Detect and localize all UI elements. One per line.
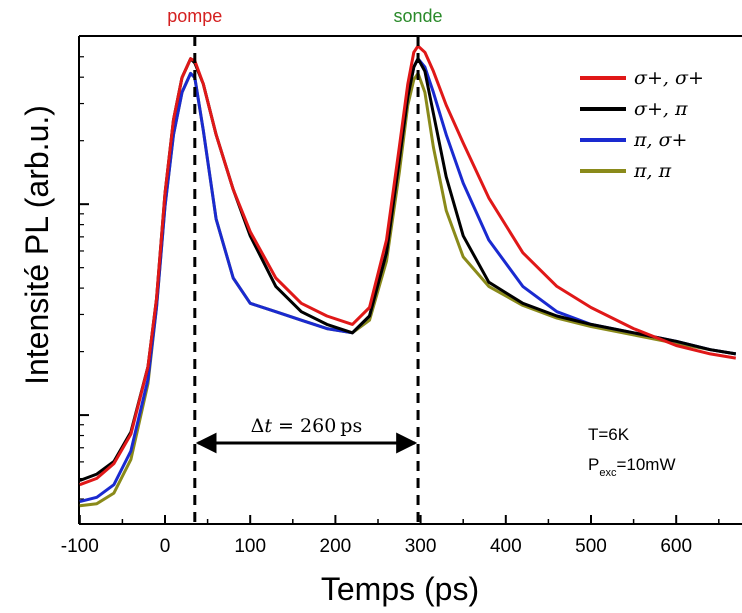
power-sub: exc (599, 467, 617, 479)
legend-label-0: σ+, σ+ (634, 67, 704, 89)
probe-label: sonde (394, 6, 443, 26)
x-tick-label: 300 (405, 536, 437, 557)
series-line-2 (79, 57, 737, 504)
series-line-0 (79, 44, 737, 487)
delta-t-value: 260 (300, 415, 336, 437)
x-tick-label: -100 (61, 536, 99, 557)
series-layer (79, 44, 737, 508)
pump-label: pompe (167, 6, 222, 26)
legend-label-3: π, π (633, 160, 672, 182)
delta-t-label: Δt = 260 ps (251, 415, 363, 437)
power-main: P (588, 455, 599, 474)
y-ticks (79, 56, 89, 500)
series-line-1 (79, 57, 737, 482)
delta-t-unit: ps (340, 415, 362, 437)
power-value: =10mW (616, 455, 675, 474)
x-tick-label: 0 (160, 536, 171, 557)
x-tick-label: 100 (234, 536, 266, 557)
legend: σ+, σ+ σ+, π π, σ+ π, π (580, 67, 704, 182)
x-tick-label: 600 (660, 536, 692, 557)
x-ticks: -100 0 100 200 300 400 500 600 (61, 515, 720, 557)
temperature-annotation: T=6K (588, 425, 630, 444)
x-axis-title: Temps (ps) (321, 571, 479, 607)
legend-label-2: π, σ+ (633, 129, 687, 151)
x-tick-label: 400 (490, 536, 522, 557)
y-axis-title: Intensité PL (arb.u.) (19, 105, 55, 385)
x-tick-label: 500 (575, 536, 607, 557)
axes (78, 35, 742, 525)
power-annotation: Pexc=10mW (588, 455, 676, 479)
legend-label-1: σ+, π (634, 98, 688, 120)
x-tick-label: 200 (320, 536, 352, 557)
